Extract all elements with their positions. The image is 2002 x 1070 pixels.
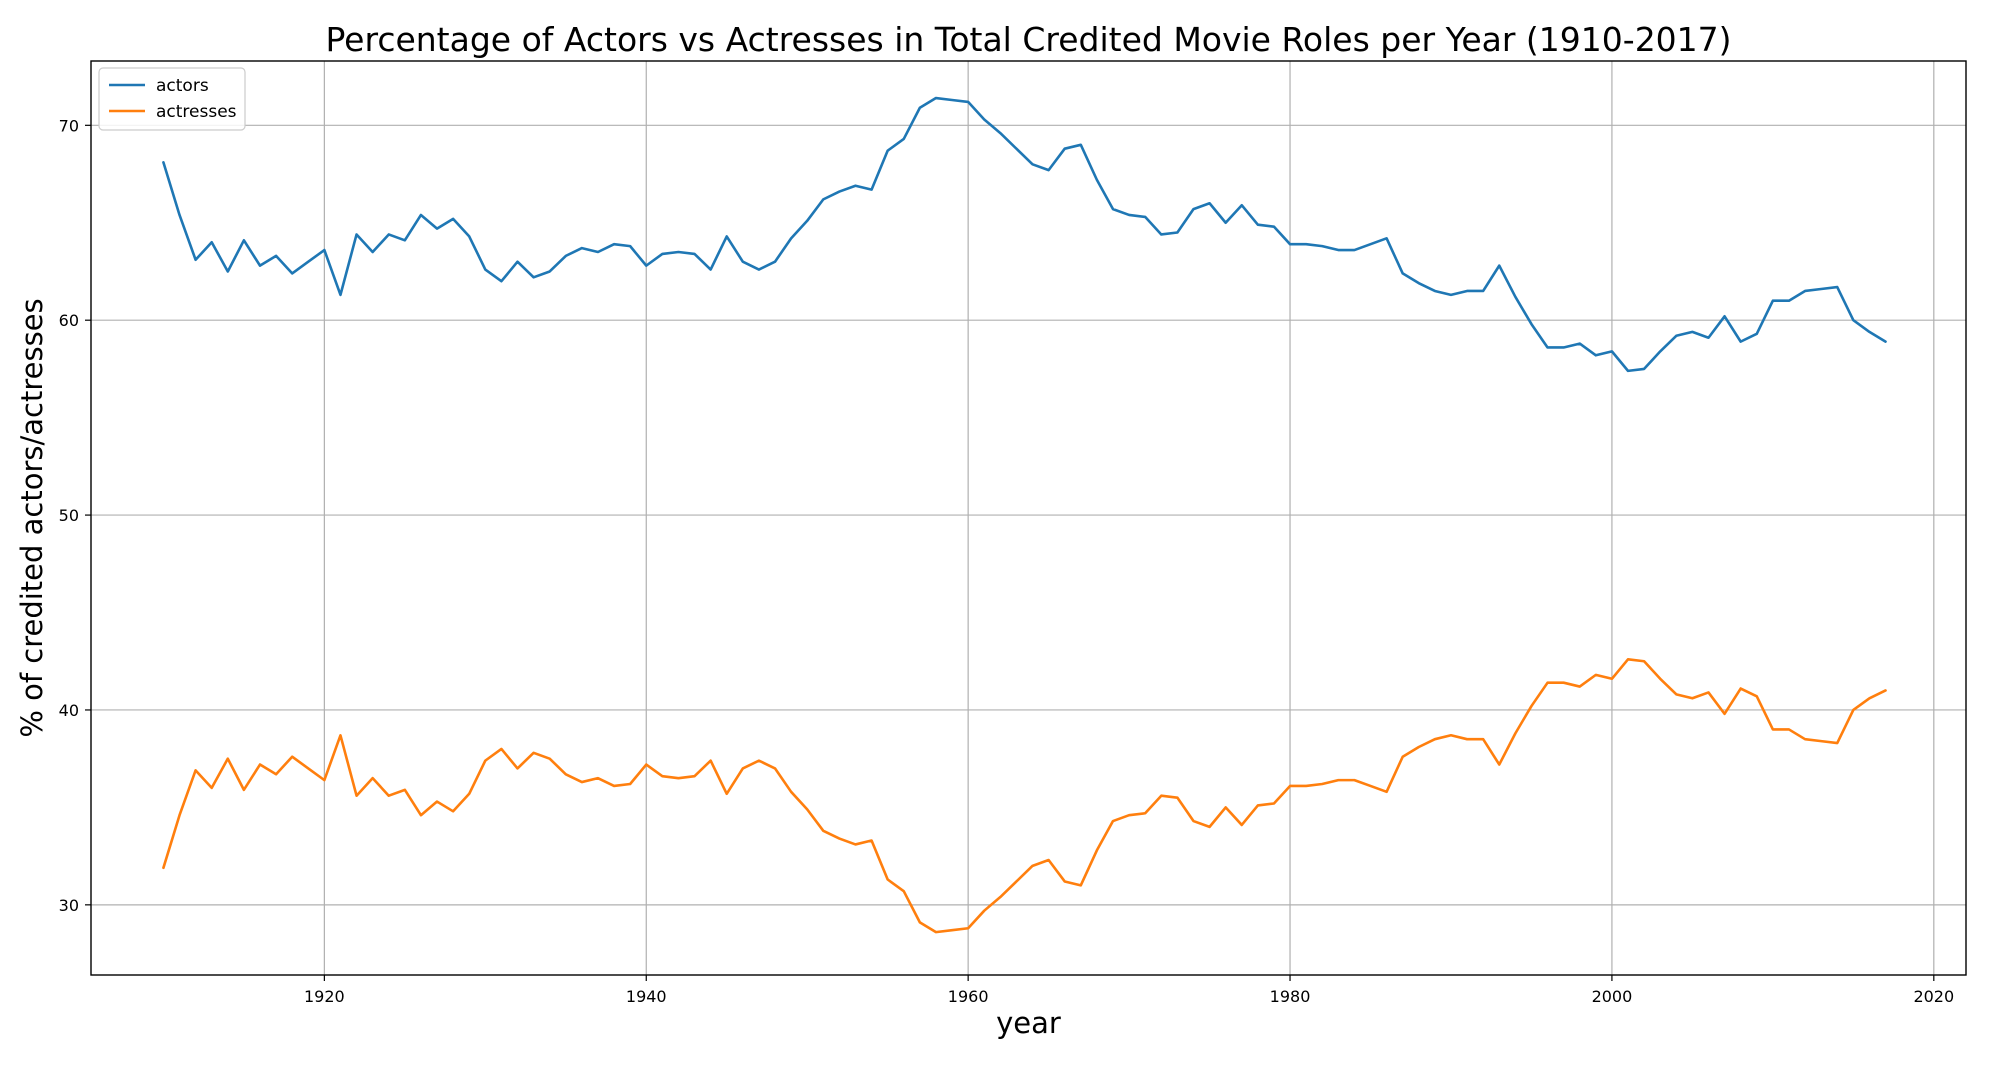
legend-label-actors: actors — [156, 76, 209, 96]
y-tick-label: 50 — [59, 506, 79, 525]
series-line-actresses — [162, 657, 1887, 934]
y-axis: 30 40 50 60 70 — [59, 116, 91, 915]
legend: actors actresses — [98, 67, 246, 131]
x-tick-label: 1960 — [948, 987, 989, 1006]
y-tick-label: 40 — [59, 701, 79, 720]
series-line-actors — [162, 96, 1887, 373]
y-tick-label: 30 — [59, 896, 79, 915]
chart-title: Percentage of Actors vs Actresses in Tot… — [325, 20, 1731, 59]
x-axis: 1920 1940 1960 1980 2000 2020 — [304, 975, 1954, 1006]
x-tick-label: 2000 — [1592, 987, 1633, 1006]
grid — [91, 61, 1966, 975]
y-tick-label: 60 — [59, 311, 79, 330]
x-tick-label: 1940 — [626, 987, 667, 1006]
x-tick-label: 1920 — [304, 987, 345, 1006]
plot-frame — [90, 60, 1967, 976]
y-axis-label: % of credited actors/actresses — [15, 298, 49, 737]
x-tick-label: 1980 — [1270, 987, 1311, 1006]
x-axis-label: year — [996, 1006, 1061, 1040]
legend-box — [98, 67, 246, 131]
series-layer — [162, 96, 1887, 934]
y-tick-label: 70 — [59, 116, 79, 135]
x-tick-label: 2020 — [1913, 987, 1954, 1006]
legend-label-actresses: actresses — [156, 102, 237, 122]
